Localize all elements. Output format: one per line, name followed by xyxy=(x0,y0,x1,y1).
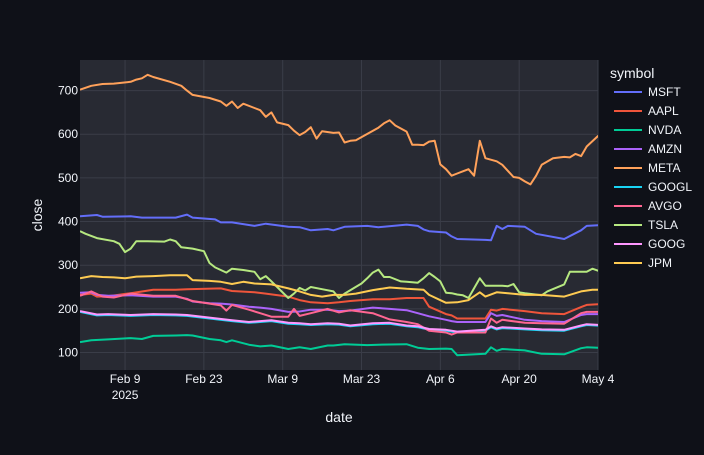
y-tick-label: 500 xyxy=(58,171,78,185)
x-tick-label: Apr 6 xyxy=(426,372,455,386)
legend-item-jpm[interactable]: JPM xyxy=(614,256,672,270)
legend-item-amzn[interactable]: AMZN xyxy=(614,142,682,156)
series-lines xyxy=(80,73,598,357)
x-tick-label: May 4 xyxy=(582,372,615,386)
legend-title: symbol xyxy=(610,65,654,81)
y-axis-label: close xyxy=(29,198,45,231)
x-tick-label: Feb 9 xyxy=(110,372,141,386)
y-tick-label: 600 xyxy=(58,127,78,141)
series-line-goog xyxy=(80,310,598,333)
legend-label: JPM xyxy=(648,256,672,270)
legend-label: AMZN xyxy=(648,142,682,156)
series-line-jpm xyxy=(80,274,598,304)
x-tick-year-label: 2025 xyxy=(112,388,139,402)
legend-label: GOOG xyxy=(648,237,685,251)
plot-background xyxy=(80,60,598,370)
legend-item-tsla[interactable]: TSLA xyxy=(614,218,678,232)
legend-label: GOOGL xyxy=(648,180,692,194)
y-tick-label: 300 xyxy=(58,258,78,272)
grid-lines xyxy=(80,60,599,370)
series-line-msft xyxy=(80,213,598,242)
legend-item-avgo[interactable]: AVGO xyxy=(614,199,682,213)
legend-label: TSLA xyxy=(648,218,678,232)
legend-label: META xyxy=(648,161,680,175)
x-tick-label: Apr 20 xyxy=(501,372,537,386)
x-tick-label: Mar 9 xyxy=(267,372,298,386)
series-line-meta xyxy=(80,73,598,186)
series-line-avgo xyxy=(80,290,598,336)
series-line-aapl xyxy=(80,287,598,320)
y-axis-ticks: 100 200 300 400 500 600 700 xyxy=(58,84,78,360)
legend-label: NVDA xyxy=(648,123,681,137)
legend-label: AAPL xyxy=(648,104,679,118)
legend-label: MSFT xyxy=(648,85,681,99)
y-tick-label: 700 xyxy=(58,84,78,98)
x-tick-label: Mar 23 xyxy=(343,372,381,386)
legend-item-aapl[interactable]: AAPL xyxy=(614,104,679,118)
legend-item-msft[interactable]: MSFT xyxy=(614,85,681,99)
y-tick-label: 400 xyxy=(58,215,78,229)
legend-item-goog[interactable]: GOOG xyxy=(614,237,685,251)
y-tick-label: 100 xyxy=(58,346,78,360)
x-axis-ticks: Feb 9 2025 Feb 23 Mar 9 Mar 23 Apr 6 Apr 20 May… xyxy=(110,372,615,402)
legend-item-nvda[interactable]: NVDA xyxy=(614,123,681,137)
x-axis-label: date xyxy=(325,409,352,425)
legend-item-googl[interactable]: GOOGL xyxy=(614,180,692,194)
series-line-nvda xyxy=(80,334,598,357)
legend[interactable]: MSFT AAPL NVDA AMZN META GOOGL AVGO TSLA GOOG JPM xyxy=(614,85,692,270)
y-tick-label: 200 xyxy=(58,302,78,316)
x-tick-label: Feb 23 xyxy=(185,372,223,386)
legend-label: AVGO xyxy=(648,199,682,213)
legend-item-meta[interactable]: META xyxy=(614,161,680,175)
